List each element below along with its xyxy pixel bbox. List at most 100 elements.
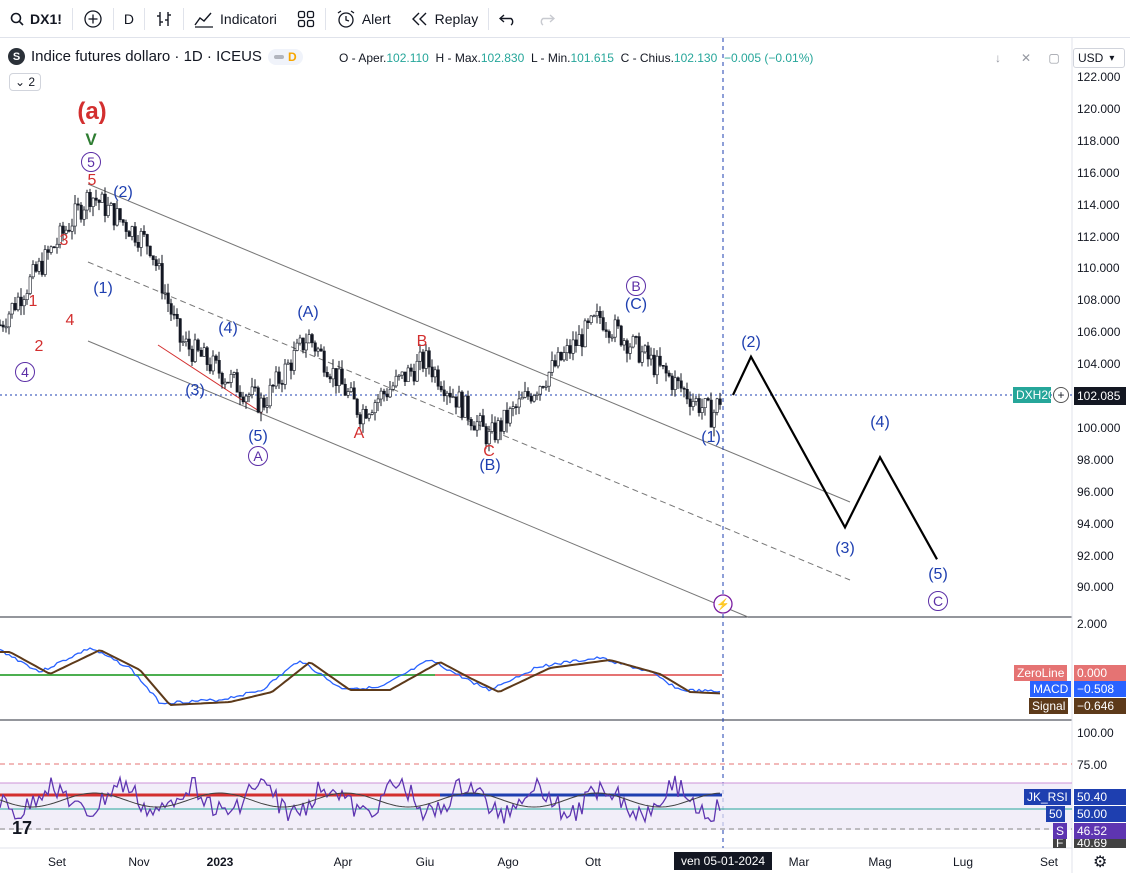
price-tag-symbol: DXH2024 xyxy=(1013,387,1051,403)
candle-body xyxy=(358,414,362,425)
candle-body xyxy=(208,364,212,372)
replay-button[interactable]: Replay xyxy=(401,0,489,38)
add-alert-icon[interactable]: + xyxy=(1053,387,1069,403)
candle-body xyxy=(130,226,134,237)
candle-body xyxy=(232,372,236,375)
candle-body xyxy=(664,365,668,374)
candle-body xyxy=(604,329,608,332)
undo-button[interactable] xyxy=(489,0,527,38)
candle-body xyxy=(325,372,329,377)
candle-body xyxy=(244,395,248,403)
low-label: L - Min. xyxy=(530,51,571,65)
candle-body xyxy=(412,371,416,382)
candle-body xyxy=(577,334,581,346)
candle-body xyxy=(235,372,239,393)
maximize-icon[interactable]: ▢ xyxy=(1048,51,1060,65)
candle-body xyxy=(538,386,542,395)
top-toolbar: DX1! D Indicatori Alert Replay xyxy=(0,0,1130,38)
tradingview-logo-icon: 17 xyxy=(12,818,32,838)
candle-body xyxy=(628,346,632,354)
candle-body xyxy=(559,351,563,361)
candle-body xyxy=(103,193,107,216)
candle-body xyxy=(172,313,176,316)
candle-body xyxy=(163,292,167,295)
pane-controls: ↓ ✕ ▢ xyxy=(986,48,1066,68)
candle-body xyxy=(406,367,410,382)
rsi-f-label: F xyxy=(1053,839,1067,848)
candle-body xyxy=(136,241,140,248)
candle-body xyxy=(94,197,98,201)
currency-select[interactable]: USD ▾ xyxy=(1073,48,1125,68)
event-marker-icon xyxy=(713,594,733,614)
candle-body xyxy=(385,393,389,398)
time-label: Set xyxy=(1039,855,1059,869)
compare-button[interactable] xyxy=(73,0,113,38)
price-tag-value: 102.085 xyxy=(1074,387,1126,405)
alert-button[interactable]: Alert xyxy=(326,0,401,38)
chart-type-button[interactable] xyxy=(145,0,183,38)
candle-body xyxy=(241,396,245,403)
candle-body xyxy=(196,339,200,351)
indicators-button[interactable]: Indicatori xyxy=(184,0,287,38)
candle-body xyxy=(205,347,209,365)
candle-body xyxy=(52,246,56,249)
status-pill[interactable]: D xyxy=(267,48,303,65)
candle-body xyxy=(382,390,386,395)
candle-body xyxy=(262,397,266,408)
arrow-down-icon[interactable]: ↓ xyxy=(995,51,1001,65)
candle-body xyxy=(619,325,623,346)
candle-body xyxy=(211,355,215,372)
circled-5-text: 5 xyxy=(81,152,101,172)
gear-icon[interactable]: ⚙ xyxy=(1093,854,1108,871)
candle-body xyxy=(598,311,602,318)
candle-body xyxy=(67,229,71,232)
currency-label: USD xyxy=(1078,51,1104,65)
symbol-search[interactable]: DX1! xyxy=(0,0,72,38)
candle-body xyxy=(709,399,713,428)
candle-body xyxy=(40,260,44,275)
candle-body xyxy=(199,349,203,357)
candle-body xyxy=(91,197,95,207)
candle-body xyxy=(154,259,158,267)
candle-body xyxy=(424,350,428,369)
time-label: 2023 xyxy=(206,855,234,869)
symbol-label: DX1! xyxy=(30,10,62,27)
candle-body xyxy=(175,314,179,320)
candle-body xyxy=(184,338,188,343)
candle-body xyxy=(178,318,182,343)
candle-body xyxy=(580,334,584,348)
rsi-50-label: 50 xyxy=(1046,806,1066,822)
wave-label-circled-5: 5 xyxy=(81,152,101,172)
candle-body xyxy=(247,394,251,397)
candle-body xyxy=(331,368,335,380)
candle-body xyxy=(268,384,272,407)
candle-body xyxy=(202,347,206,357)
collapse-legend-button[interactable]: ⌄ 2 xyxy=(9,73,42,91)
candle-body xyxy=(637,336,641,363)
candle-body xyxy=(448,392,452,398)
collapse-icon[interactable]: ✕ xyxy=(1020,51,1032,65)
candle-body xyxy=(463,395,467,418)
signal-value: −0.646 xyxy=(1074,698,1126,714)
circled-A-text: A xyxy=(248,446,268,466)
projection-label-circled-C: C xyxy=(928,591,948,611)
candle-body xyxy=(703,398,707,408)
channel-mid-line xyxy=(87,261,851,581)
candle-body xyxy=(496,420,500,441)
candle-body xyxy=(562,352,566,361)
chart-title[interactable]: Indice futures dollaro · 1D · ICEUS xyxy=(31,48,262,65)
time-label: Lug xyxy=(952,855,974,869)
layouts-button[interactable] xyxy=(287,0,325,38)
candle-body xyxy=(706,398,710,401)
zeroline-label: ZeroLine xyxy=(1014,665,1068,681)
candle-body xyxy=(490,422,494,432)
redo-button[interactable] xyxy=(527,0,565,38)
candle-body xyxy=(10,303,14,315)
candle-body xyxy=(151,255,155,260)
circled-B-text: B xyxy=(626,276,646,296)
interval-button[interactable]: D xyxy=(114,0,144,38)
projection-label-5: (5) xyxy=(928,566,948,583)
candle-body xyxy=(691,401,695,407)
candle-body xyxy=(388,388,392,398)
